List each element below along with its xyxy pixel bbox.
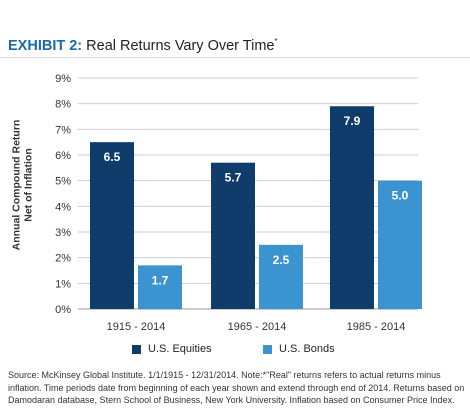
legend-label-equities: U.S. Equities	[148, 343, 212, 355]
bar-equities	[211, 162, 255, 309]
x-tick-label: 1965 - 2014	[228, 321, 287, 333]
y-tick-label: 7%	[55, 124, 71, 136]
title-colon: :	[77, 37, 83, 54]
legend-swatch-bonds	[263, 344, 272, 354]
exhibit-label: EXHIBIT 2	[8, 37, 78, 54]
data-label: 7.9	[344, 114, 361, 128]
chart-title: EXHIBIT 2: Real Returns Vary Over Time*	[8, 34, 278, 54]
data-label: 1.7	[152, 273, 169, 287]
data-label: 5.0	[392, 189, 409, 203]
bar-bonds	[378, 180, 422, 309]
y-tick-label: 0%	[55, 304, 71, 316]
y-tick-label: 5%	[55, 176, 71, 188]
bar-bonds	[138, 265, 182, 309]
legend-item-equities: U.S. Equities	[132, 343, 212, 355]
legend-label-bonds: U.S. Bonds	[279, 343, 335, 355]
data-label: 6.5	[104, 150, 121, 164]
y-tick-label: 2%	[55, 253, 71, 265]
y-tick-label: 1%	[55, 278, 71, 290]
y-tick-labels: 0% 1% 2% 3% 4% 5% 6% 7% 8% 9%	[55, 73, 71, 316]
y-tick-label: 3%	[55, 227, 71, 239]
x-tick-labels: 1915 - 2014 1965 - 2014 1985 - 2014	[107, 321, 406, 333]
y-tick-label: 9%	[55, 73, 71, 85]
chart-subtitle: Real Returns Vary Over Time	[86, 37, 275, 54]
x-tick-label: 1915 - 2014	[107, 321, 166, 333]
bar-bonds	[259, 244, 303, 309]
y-tick-label: 6%	[55, 150, 71, 162]
legend-item-bonds: U.S. Bonds	[263, 343, 335, 355]
legend-swatch-equities	[132, 344, 141, 354]
data-label: 2.5	[273, 253, 290, 267]
bar-equities	[330, 106, 374, 309]
y-tick-label: 4%	[55, 201, 71, 213]
bars: 6.5 1.7 5.7 2.5 7.9 5.0	[90, 106, 422, 309]
x-tick-label: 1985 - 2014	[347, 321, 406, 333]
title-divider	[0, 57, 470, 58]
legend: U.S. Equities U.S. Bonds	[0, 343, 470, 359]
bar-equities	[90, 142, 134, 309]
y-tick-label: 8%	[55, 99, 71, 111]
source-note: Source: McKinsey Global Institute. 1/1/1…	[8, 370, 465, 405]
bar-chart: 0%1%2%3%4%5%6%7%8%9% 6.51.75.72.57.95.0 …	[55, 73, 422, 333]
footnote-mark: *	[274, 37, 278, 46]
data-label: 5.7	[225, 171, 242, 185]
